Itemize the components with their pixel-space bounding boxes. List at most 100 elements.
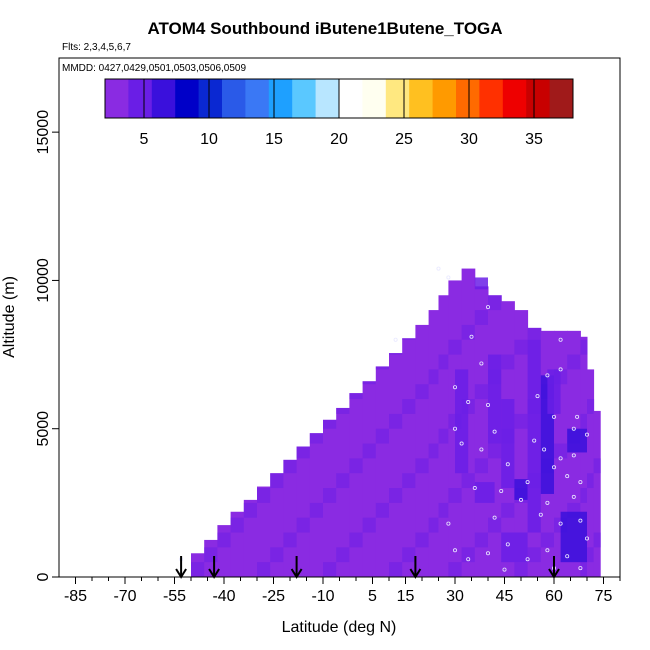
heatmap-layer: [191, 268, 601, 577]
sample-point: [532, 438, 537, 443]
sample-point: [558, 521, 563, 526]
colorbar-segment: [128, 79, 153, 118]
heatmap-cell: [428, 517, 439, 533]
sample-point: [545, 373, 550, 378]
heatmap-cell: [527, 547, 542, 563]
heatmap-cell: [593, 532, 601, 548]
heatmap-cell: [461, 473, 476, 489]
sample-point: [545, 500, 550, 505]
mmdd-note: MMDD: 0427,0429,0501,0503,0506,0509: [62, 63, 246, 74]
sample-point: [558, 456, 563, 461]
heatmap-cell: [243, 502, 258, 518]
heatmap-cell: [217, 532, 232, 548]
heatmap-cell: [349, 532, 364, 548]
sample-point: [446, 521, 451, 526]
colorbar-segment: [268, 79, 293, 118]
sample-point: [393, 337, 398, 342]
colorbar-tick-label: 30: [460, 131, 478, 148]
sample-point: [519, 497, 524, 502]
heatmap-cell: [428, 443, 439, 459]
x-tick-label: -10: [311, 588, 334, 605]
heatmap-cell: [257, 486, 271, 577]
heatmap-cell: [362, 517, 377, 533]
sample-point: [485, 551, 490, 556]
colorbar-segment: [385, 79, 410, 118]
colorbar-segment: [339, 79, 363, 118]
sample-point: [558, 367, 563, 372]
heatmap-cell: [402, 547, 416, 563]
heatmap-cell: [402, 338, 416, 340]
heatmap-cell: [448, 339, 463, 355]
heatmap-cell: [389, 562, 403, 577]
heatmap-cell: [336, 547, 350, 563]
heatmap-cell: [527, 327, 542, 340]
heatmap-cell: [389, 353, 403, 577]
heatmap-cell: [554, 443, 568, 459]
sample-point: [459, 441, 464, 446]
colorbar-segment: [479, 79, 504, 118]
sample-point: [571, 453, 576, 458]
heatmap-cell: [474, 482, 495, 503]
sample-point: [578, 480, 583, 485]
colorbar-segment: [198, 79, 223, 118]
x-tick-label: 75: [595, 588, 613, 605]
colorbar-segment: [502, 79, 527, 118]
sample-point: [575, 414, 580, 419]
heatmap-cell: [514, 562, 529, 577]
colorbar-segment: [222, 79, 246, 118]
sample-point: [492, 515, 497, 520]
heatmap-cell: [389, 488, 403, 503]
sample-point: [578, 566, 583, 571]
heatmap-cell: [580, 562, 588, 577]
heatmap-cell: [514, 413, 529, 429]
colorbar-tick-label: 15: [265, 131, 283, 148]
colorbar-segment: [292, 79, 317, 118]
colorbar-tick-label: 20: [330, 131, 348, 148]
heatmap-cell: [323, 562, 337, 577]
heatmap-cell: [349, 458, 364, 474]
heatmap-cell: [191, 562, 205, 577]
sample-point: [525, 480, 530, 485]
heatmap-cell: [514, 310, 529, 577]
heatmap-cell: [283, 459, 298, 474]
colorbar-tick-label: 25: [395, 131, 413, 148]
heatmap-cell: [362, 381, 377, 385]
sample-point: [578, 518, 583, 523]
heatmap-cell: [540, 532, 555, 548]
heatmap-cell: [474, 277, 488, 290]
heatmap-cell: [375, 366, 390, 577]
sample-point: [452, 548, 457, 553]
x-tick-label: -85: [64, 588, 87, 605]
sample-point: [452, 385, 457, 390]
heatmap-cell: [402, 338, 416, 577]
sample-point: [499, 488, 504, 493]
sample-point: [571, 494, 576, 499]
heatmap-cell: [461, 324, 476, 340]
sample-point: [552, 414, 557, 419]
heatmap-cell: [257, 562, 271, 577]
heatmap-cell: [567, 428, 587, 453]
sample-point: [485, 402, 490, 407]
heatmap-cell: [402, 399, 416, 414]
flights-note: Flts: 2,3,4,5,6,7: [62, 42, 131, 53]
colorbar-segment: [409, 79, 434, 118]
colorbar-tick-label: 10: [200, 131, 218, 148]
colorbar-segment: [526, 79, 551, 118]
heatmap-cell: [448, 562, 463, 577]
heatmap-cell: [336, 407, 350, 414]
y-tick-label: 5000: [35, 411, 52, 447]
heatmap-cell: [580, 488, 588, 503]
heatmap-cell: [567, 354, 581, 370]
heatmap-cell: [580, 413, 588, 429]
colorbar-tick-label: 35: [525, 131, 543, 148]
heatmap-cell: [438, 502, 449, 518]
heatmap-cell: [349, 393, 364, 400]
heatmap-cell: [461, 268, 476, 577]
x-tick-label: -55: [163, 588, 186, 605]
heatmap-cell: [501, 399, 515, 489]
sample-point: [558, 337, 563, 342]
sample-point: [525, 557, 530, 562]
heatmap-cell: [474, 286, 489, 577]
sample-point: [542, 447, 547, 452]
sample-point: [472, 486, 477, 491]
